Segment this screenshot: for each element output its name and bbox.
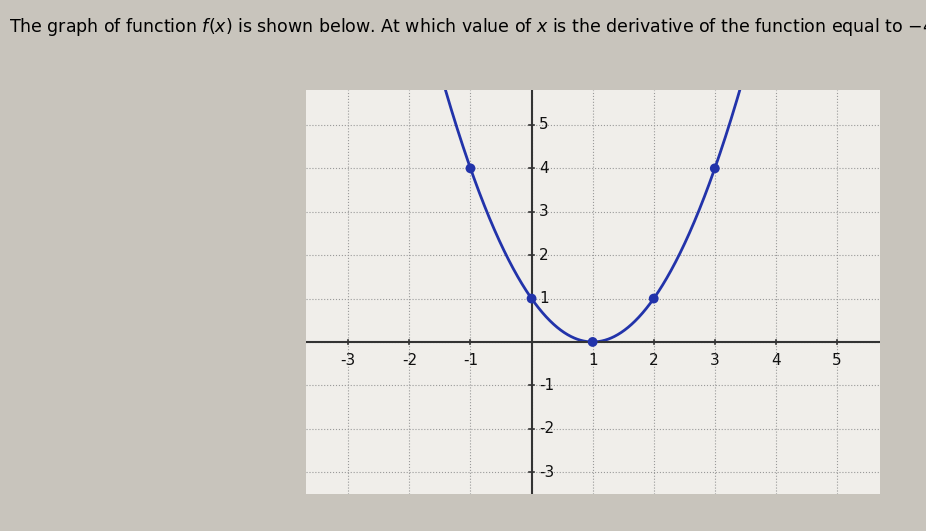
Text: 4: 4 bbox=[539, 161, 548, 176]
Point bbox=[585, 338, 600, 346]
Text: -1: -1 bbox=[463, 353, 478, 368]
Text: -2: -2 bbox=[402, 353, 417, 368]
Text: -1: -1 bbox=[539, 378, 554, 393]
Point bbox=[524, 294, 539, 303]
Point bbox=[463, 164, 478, 173]
Text: 1: 1 bbox=[588, 353, 597, 368]
Text: 4: 4 bbox=[771, 353, 781, 368]
Point bbox=[646, 294, 661, 303]
Point bbox=[707, 164, 722, 173]
Text: -2: -2 bbox=[539, 421, 554, 436]
Text: 5: 5 bbox=[832, 353, 842, 368]
Text: 1: 1 bbox=[539, 291, 548, 306]
Text: 5: 5 bbox=[539, 117, 548, 133]
Text: 2: 2 bbox=[649, 353, 658, 368]
Text: -3: -3 bbox=[539, 465, 554, 479]
Text: 3: 3 bbox=[539, 204, 548, 219]
Text: -3: -3 bbox=[341, 353, 356, 368]
Text: 3: 3 bbox=[710, 353, 720, 368]
Text: The graph of function $f(x)$ is shown below. At which value of $x$ is the deriva: The graph of function $f(x)$ is shown be… bbox=[9, 16, 926, 38]
Text: 2: 2 bbox=[539, 247, 548, 263]
